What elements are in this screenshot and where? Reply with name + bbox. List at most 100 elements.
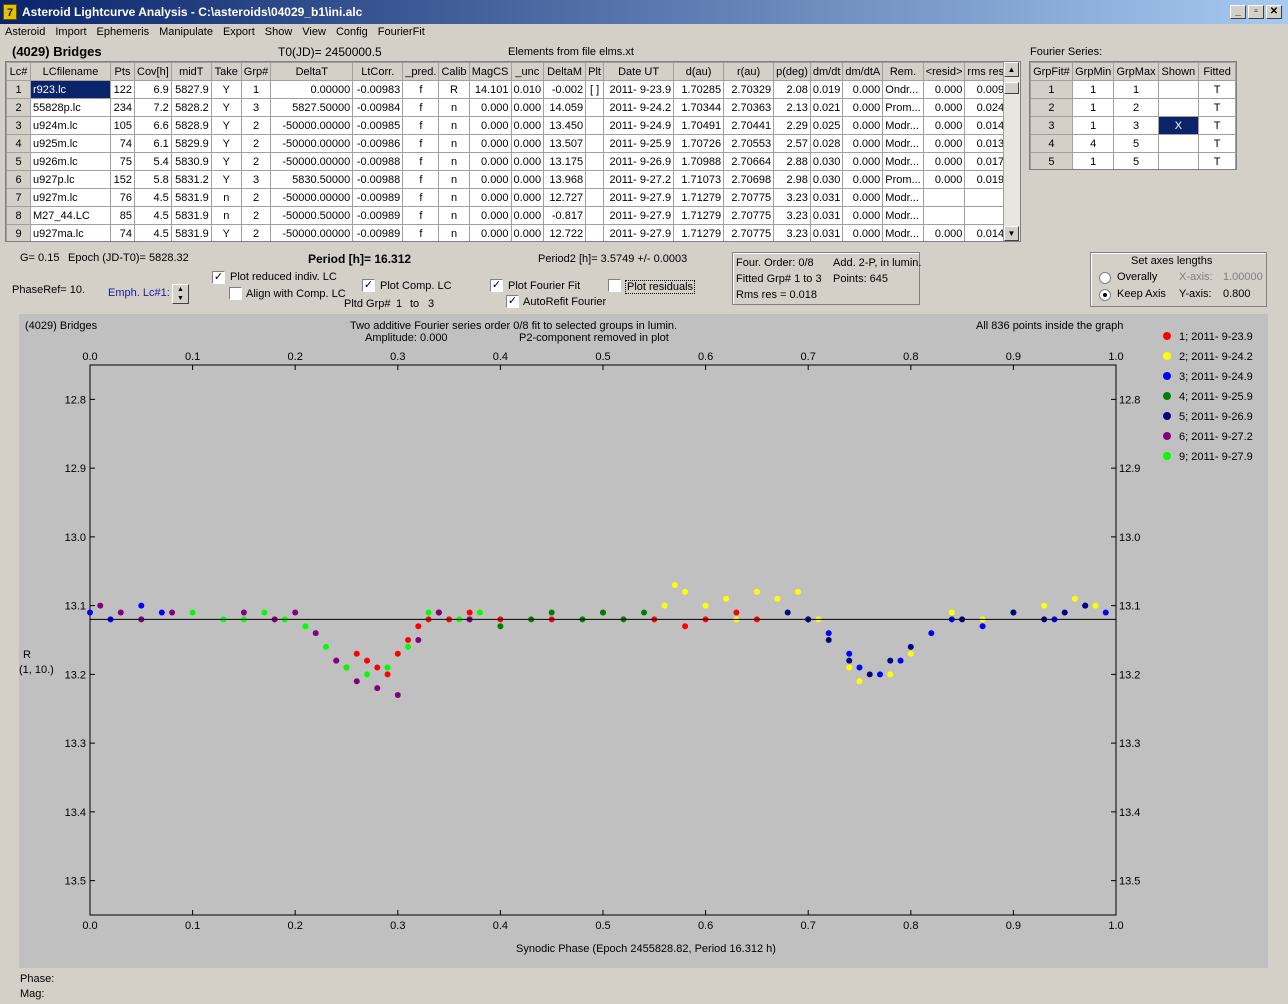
lc_table-cell[interactable]: 0.031 [809, 188, 844, 207]
lc_table-cell[interactable]: -0.00984 [352, 98, 404, 117]
lc_table-cell[interactable]: 3.23 [773, 206, 811, 225]
lc_table-cell[interactable]: Modr... [882, 188, 924, 207]
lc_table-cell[interactable]: 0.021 [809, 98, 844, 117]
pltd-grp-from[interactable]: 1 [396, 298, 403, 310]
lc_table-cell[interactable] [585, 98, 605, 117]
lc_table-cell[interactable]: 0.000 [922, 152, 966, 171]
lc_table-cell[interactable]: 2 [240, 206, 272, 225]
fourier_table-cell[interactable] [1157, 80, 1200, 99]
lc_table-cell[interactable]: 0.000 [922, 116, 966, 135]
fourier_table-cell[interactable]: T [1198, 152, 1236, 169]
xaxis-value[interactable]: 1.00000 [1223, 271, 1263, 283]
lc_table-cell[interactable]: 2.70329 [723, 80, 775, 99]
lc_table-cell[interactable]: 0.000 [922, 80, 966, 99]
fourier_table-col-header[interactable]: GrpMin [1071, 62, 1115, 81]
lc_table-col-header[interactable]: _pred. [402, 62, 440, 81]
fourier_table-col-header[interactable]: Shown [1157, 62, 1200, 81]
lc_table-cell[interactable]: n [438, 116, 470, 135]
lc_table-cell[interactable]: -0.00988 [352, 152, 404, 171]
menu-import[interactable]: Import [55, 26, 87, 38]
lc_table-cell[interactable]: 0.028 [809, 134, 844, 153]
lc_table-cell[interactable]: f [402, 188, 440, 207]
lc_table-cell[interactable]: Prom... [882, 98, 924, 117]
lc_table-row[interactable]: 7 u927m.lc 76 4.5 5831.9 n 2 -50000.00000 -0.009… [6, 188, 1008, 207]
lc_table-cell[interactable]: 5831.9 [170, 188, 212, 207]
lc_table-cell[interactable]: 0.000 [468, 206, 512, 225]
lc_table-cell[interactable]: 5828.2 [170, 98, 212, 117]
lc_table-col-header[interactable]: Date UT [603, 62, 675, 81]
lc_table-cell[interactable]: 2.70363 [723, 98, 775, 117]
lc_table-cell[interactable]: f [402, 134, 440, 153]
menu-fourierfit[interactable]: FourierFit [377, 26, 425, 38]
lc_table-cell[interactable]: 1.71279 [673, 224, 725, 241]
lc_table-cell[interactable]: 1 [6, 80, 31, 99]
lc_table-row[interactable]: 1 r923.lc 122 6.9 5827.9 Y 1 0.00000 -0.00983 f R 1… [6, 80, 1008, 99]
emph-spinner[interactable]: ▲ ▼ [172, 284, 189, 304]
autorefit-checkbox[interactable]: ✓ [506, 295, 519, 308]
lc_table-cell[interactable] [964, 188, 1008, 207]
lc_table-cell[interactable]: 105 [110, 116, 135, 135]
lc_table-cell[interactable]: n [438, 206, 470, 225]
lc_table-cell[interactable]: -0.00989 [352, 188, 404, 207]
scroll-down-icon[interactable]: ▼ [1004, 226, 1019, 241]
lc_table-cell[interactable]: 4.5 [134, 188, 172, 207]
lc_table-cell[interactable]: 5830.9 [170, 152, 212, 171]
lc_table-cell[interactable]: Y [210, 224, 242, 241]
lc-table-scrollbar[interactable]: ▲ ▼ [1003, 62, 1020, 241]
lc_table-cell[interactable]: -0.817 [543, 206, 587, 225]
lc_table-cell[interactable]: 5827.50000 [270, 98, 354, 117]
fourier_table-cell[interactable]: 1 [1071, 152, 1115, 169]
scroll-thumb[interactable] [1004, 82, 1019, 94]
lc_table-cell[interactable]: 5.4 [134, 152, 172, 171]
lc_table-cell[interactable]: -0.00989 [352, 224, 404, 241]
fourier_table-col-header[interactable]: GrpFit# [1030, 62, 1073, 81]
lc_table-cell[interactable]: Y [210, 170, 242, 189]
lc_table-cell[interactable]: 1.70491 [673, 116, 725, 135]
lc_table-cell[interactable]: 5831.2 [170, 170, 212, 189]
fourier_table-cell[interactable]: 5 [1113, 134, 1159, 153]
lc_table-cell[interactable]: 14.101 [468, 80, 512, 99]
fourier_table-cell[interactable] [1157, 98, 1200, 117]
lc_table-cell[interactable]: -0.00989 [352, 206, 404, 225]
lc_table-cell[interactable]: 0.000 [468, 134, 512, 153]
lc_table-cell[interactable] [585, 188, 605, 207]
lc_table-row[interactable]: 3 u924m.lc 105 6.6 5828.9 Y 2 -50000.00000 -0.00… [6, 116, 1008, 135]
overally-radio[interactable] [1099, 272, 1111, 284]
fourier_table-cell[interactable]: T [1198, 80, 1236, 99]
lc_table-cell[interactable]: 0.031 [809, 224, 844, 241]
lc_table-cell[interactable]: 0.030 [809, 170, 844, 189]
lc_table-cell[interactable]: n [438, 170, 470, 189]
lc_table-cell[interactable]: 2011- 9-23.9 [603, 80, 675, 99]
lc_table-cell[interactable]: 2011- 9-25.9 [603, 134, 675, 153]
lc_table-cell[interactable]: 122 [110, 80, 135, 99]
lc_table-cell[interactable] [585, 224, 605, 241]
menu-asteroid[interactable]: Asteroid [5, 26, 46, 38]
lc_table-cell[interactable]: Prom... [882, 170, 924, 189]
lc_table-cell[interactable]: 0.000 [842, 98, 884, 117]
lc_table-cell[interactable]: 0.000 [842, 170, 884, 189]
lc_table-col-header[interactable]: d(au) [673, 62, 725, 81]
lc_table-cell[interactable]: 85 [110, 206, 135, 225]
menu-show[interactable]: Show [264, 26, 293, 38]
lc_table-col-header[interactable]: LCfilename [30, 62, 111, 81]
lc_table-cell[interactable]: 0.019 [964, 170, 1008, 189]
lc_table-cell[interactable]: 6.1 [134, 134, 172, 153]
lc_table-col-header[interactable]: Calib [438, 62, 470, 81]
lc_table-cell[interactable]: 0.024 [964, 98, 1008, 117]
lc_table-cell[interactable]: 0.000 [510, 224, 545, 241]
lc_table-cell[interactable]: 2.70698 [723, 170, 775, 189]
lc_table-cell[interactable]: 2.57 [773, 134, 811, 153]
lc_table-cell[interactable]: -50000.00000 [270, 224, 354, 241]
scroll-up-icon[interactable]: ▲ [1004, 62, 1019, 77]
lightcurve-chart[interactable]: 0.0 0.0 0.1 0.1 0.2 0.2 0.3 0.3 0.4 0.4 0.5 0.5 0.6 0… [19, 314, 1268, 968]
lc_table-cell[interactable]: 0.030 [809, 152, 844, 171]
lc_table-cell[interactable]: Y [210, 134, 242, 153]
lc_table-cell[interactable]: -0.00988 [352, 170, 404, 189]
lc_table-cell[interactable]: 0.000 [468, 188, 512, 207]
fourier_table-cell[interactable]: 5 [1113, 152, 1159, 169]
lc_table-cell[interactable]: Modr... [882, 152, 924, 171]
fourier_table-cell[interactable]: 1 [1071, 116, 1115, 135]
lc_table-cell[interactable]: 0.031 [809, 206, 844, 225]
lc_table-row[interactable]: 8 M27_44.LC 85 4.5 5831.9 n 2 -50000.50000 -0.00… [6, 206, 1008, 225]
